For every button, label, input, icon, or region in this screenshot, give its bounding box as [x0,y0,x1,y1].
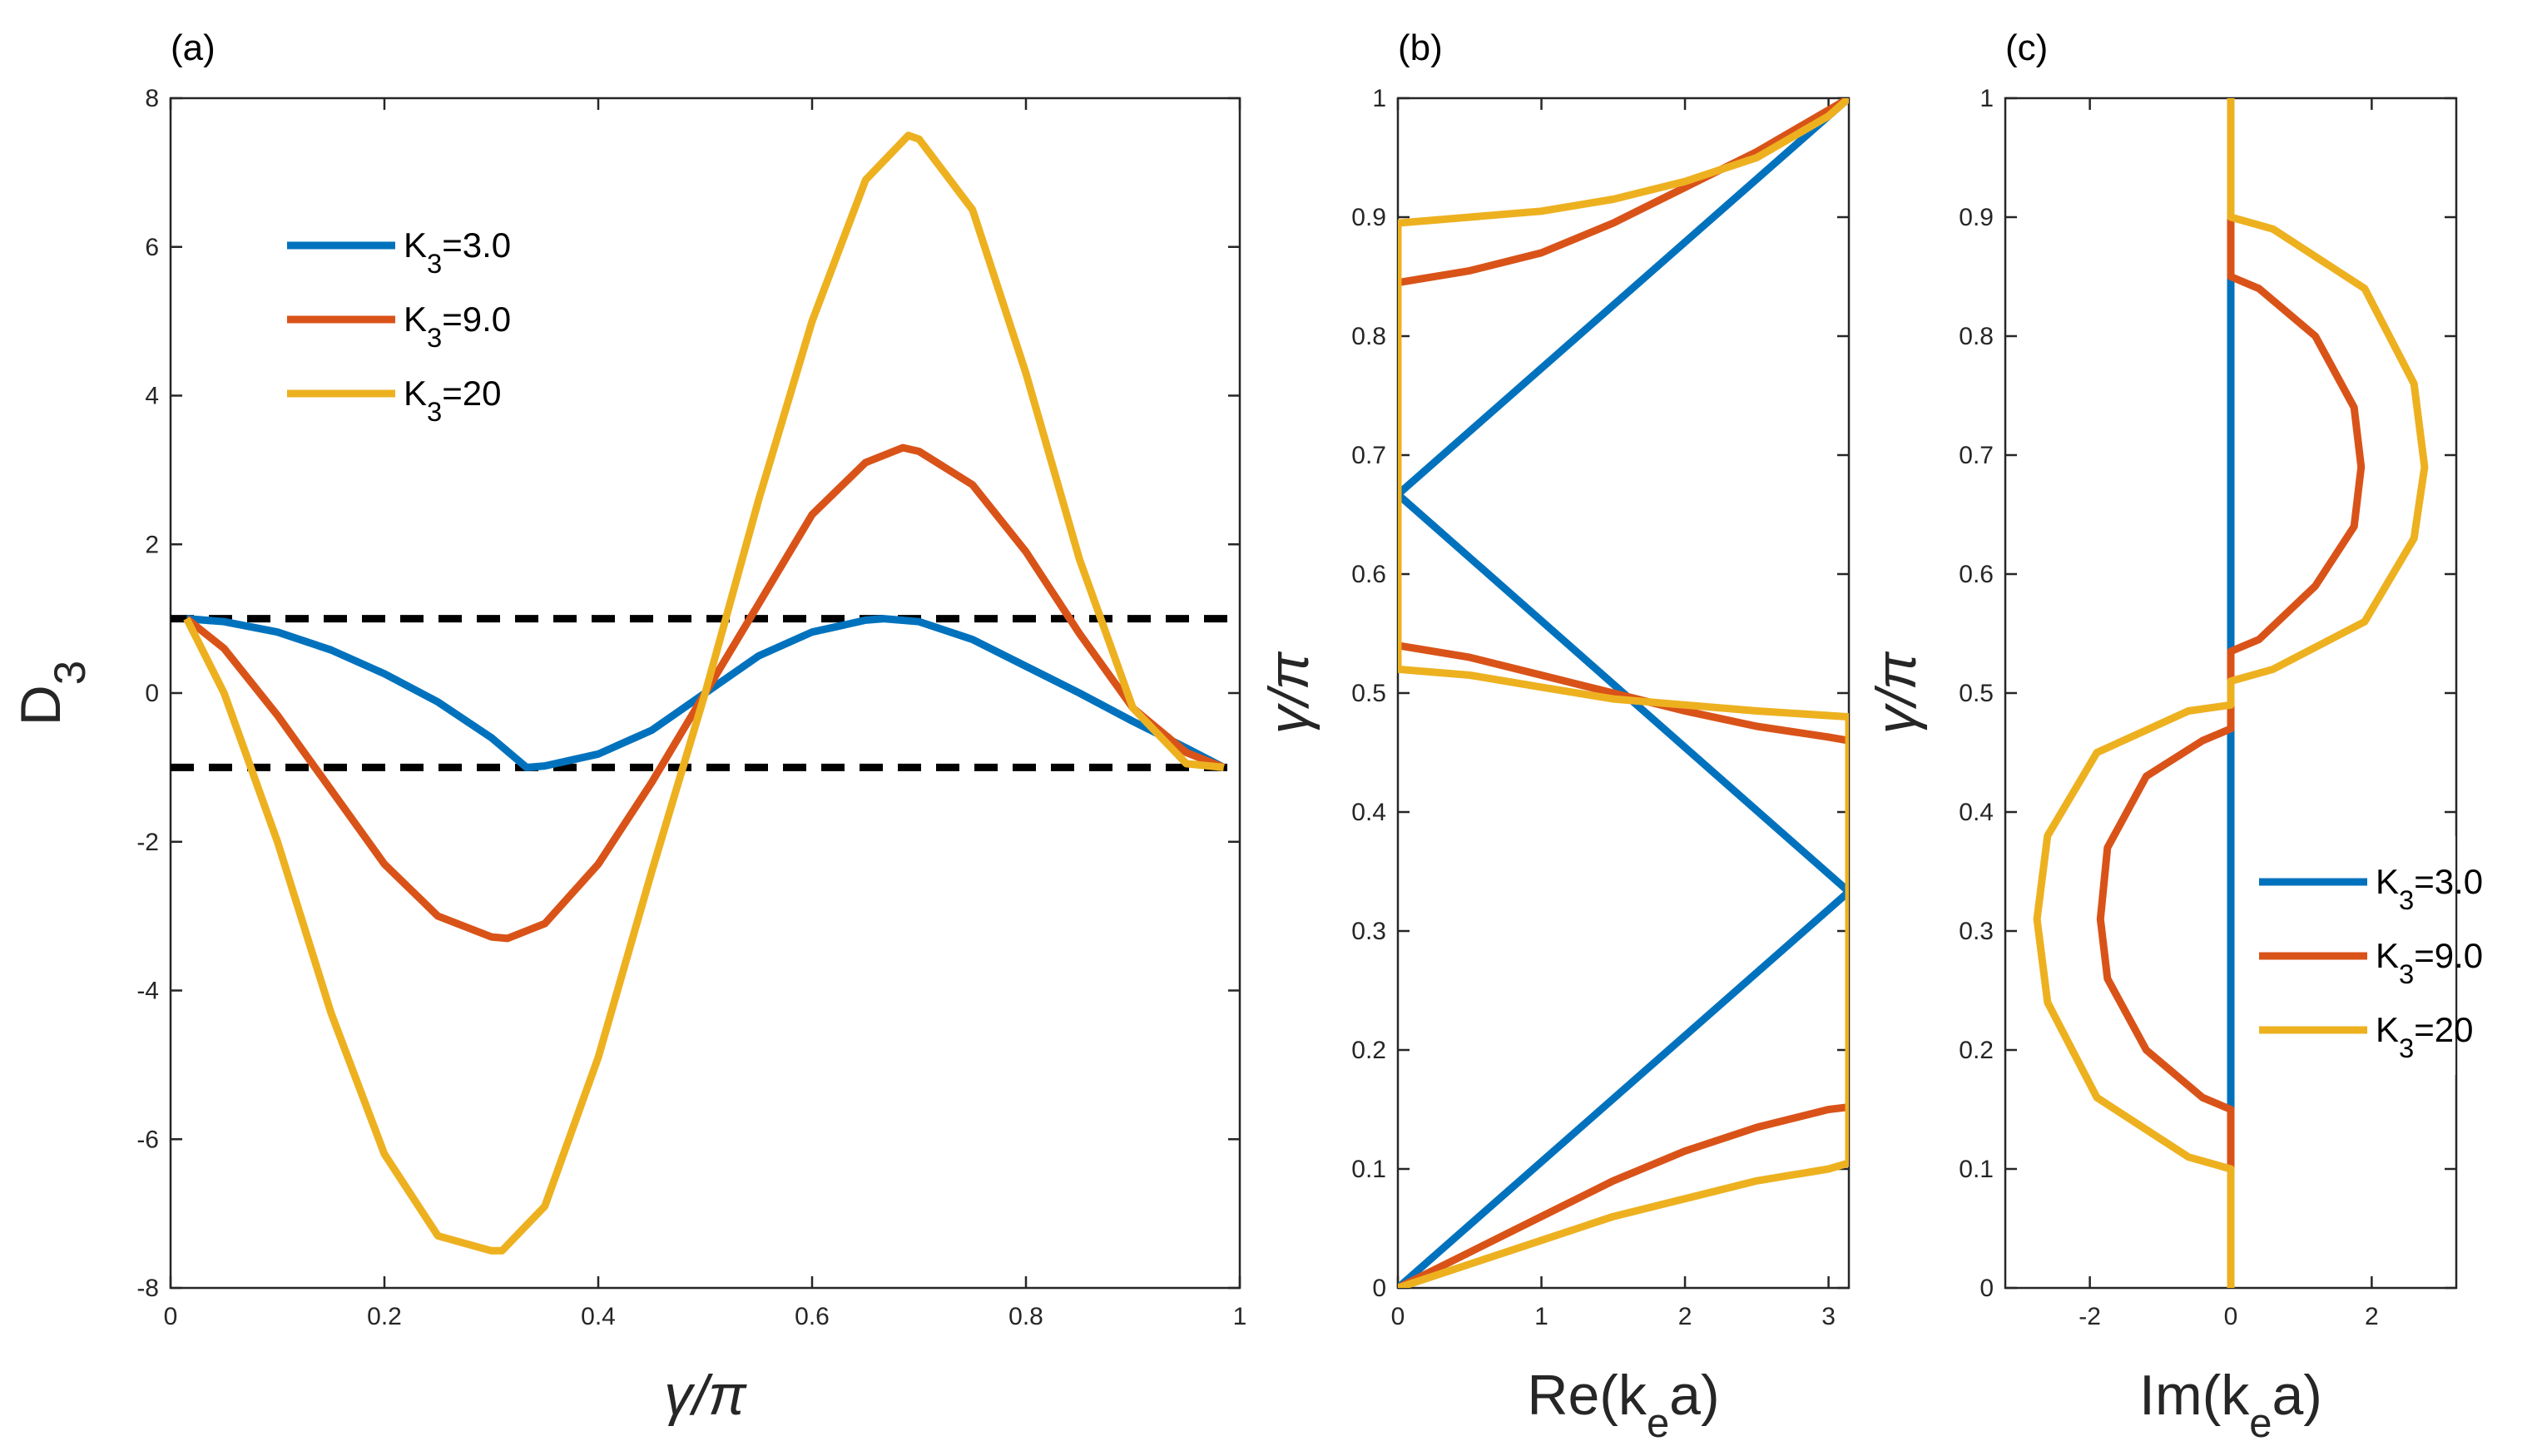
y-tick-label-b: 0.1 [1351,1156,1386,1183]
y-tick-label-a: -6 [136,1126,159,1153]
y-tick-label-b: 0.8 [1351,323,1386,350]
y-tick-label-c: 0.3 [1959,918,1994,945]
x-tick-label-b: 3 [1821,1303,1836,1330]
panel-c: -2 0 2 0 0.1 0.2 0.3 0.4 0.5 0.6 0.7 0.8 0.9 1 (c) Im(k… [1865,27,2483,1446]
series-line-a [183,131,1225,1255]
y-axis-title-c: γ/π [1865,651,1928,734]
x-tick-label-a: 0.6 [795,1303,830,1330]
x-tick-label-a: 0.8 [1008,1303,1043,1330]
y-tick-label-c: 1 [1979,85,1994,112]
series-line-c [2033,98,2429,1288]
y-tick-label-b: 0.6 [1351,561,1386,588]
y-tick-label-b: 0.3 [1351,918,1386,945]
x-tick-label-a: 0.2 [367,1303,402,1330]
y-tick-label-c: 0 [1979,1275,1994,1302]
series-line-b [1398,641,1849,745]
legend-label-c: K3=3.0 [2376,862,2483,915]
y-tick-label-c: 0.9 [1959,204,1994,231]
x-tick-label-a: 1 [1233,1303,1247,1330]
x-tick-label-c: 0 [2224,1303,2238,1330]
x-tick-label-b: 1 [1534,1303,1548,1330]
x-axis-title-c: Im(kea) [2139,1364,2322,1446]
y-tick-label-b: 0 [1372,1275,1386,1302]
legend-label-a: K3=9.0 [404,300,511,353]
y-tick-label-c: 0.8 [1959,323,1994,350]
y-tick-label-b: 0.5 [1351,680,1386,707]
panel-label-c: (c) [2005,27,2048,68]
y-tick-label-a: -4 [136,978,159,1005]
y-tick-label-b: 0.2 [1351,1037,1386,1064]
y-axis-title-b: γ/π [1257,651,1320,734]
y-tick-label-a: -8 [136,1275,159,1302]
panel-a: 0 0.2 0.4 0.6 0.8 1 -8 -6 -4 -2 0 2 4 6 8 (a) γ/π D3 K3=3.… [9,27,1246,1427]
y-tick-label-c: 0.2 [1959,1037,1994,1064]
series-line-b [1398,98,1849,1288]
y-tick-label-b: 0.7 [1351,442,1386,469]
y-tick-label-c: 0.1 [1959,1156,1994,1183]
legend-label-c: K3=20 [2376,1010,2473,1063]
y-tick-label-a: 0 [145,680,159,707]
y-tick-label-a: 2 [145,531,159,558]
legend-label-c: K3=9.0 [2376,936,2483,989]
x-tick-label-a: 0 [164,1303,178,1330]
x-axis-title-b: Re(kea) [1527,1364,1719,1446]
y-tick-label-c: 0.6 [1959,561,1994,588]
x-axis-title-a: γ/π [664,1364,747,1427]
series-line-b [1398,1103,1849,1288]
y-tick-label-b: 1 [1372,85,1386,112]
x-tick-label-b: 0 [1391,1303,1405,1330]
panel-label-a: (a) [171,27,216,68]
panel-b: 0 1 2 3 0 0.1 0.2 0.3 0.4 0.5 0.6 0.7 0.8 0.9 1 (b) Re(k… [1257,27,1851,1446]
y-tick-label-b: 0.4 [1351,799,1386,826]
x-tick-label-c: -2 [2079,1303,2101,1330]
x-tick-label-b: 2 [1678,1303,1692,1330]
y-tick-label-c: 0.4 [1959,799,1994,826]
x-tick-label-c: 2 [2365,1303,2379,1330]
y-tick-label-c: 0.5 [1959,680,1994,707]
y-tick-label-a: 6 [145,234,159,261]
y-tick-label-c: 0.7 [1959,442,1994,469]
legend-a: K3=3.0 K3=9.0 K3=20 [287,225,511,427]
legend-label-a: K3=3.0 [404,225,511,279]
y-tick-label-b: 0.9 [1351,204,1386,231]
y-tick-label-a: -2 [136,829,159,856]
y-tick-label-a: 4 [145,383,159,410]
y-axis-title-a: D3 [9,661,95,726]
x-tick-label-a: 0.4 [581,1303,616,1330]
legend-label-a: K3=20 [404,374,501,427]
series-line-b [1398,98,1849,287]
y-tick-label-a: 8 [145,85,159,112]
panel-label-b: (b) [1398,27,1443,68]
legend-c: K3=3.0 K3=9.0 K3=20 [2242,836,2483,1075]
